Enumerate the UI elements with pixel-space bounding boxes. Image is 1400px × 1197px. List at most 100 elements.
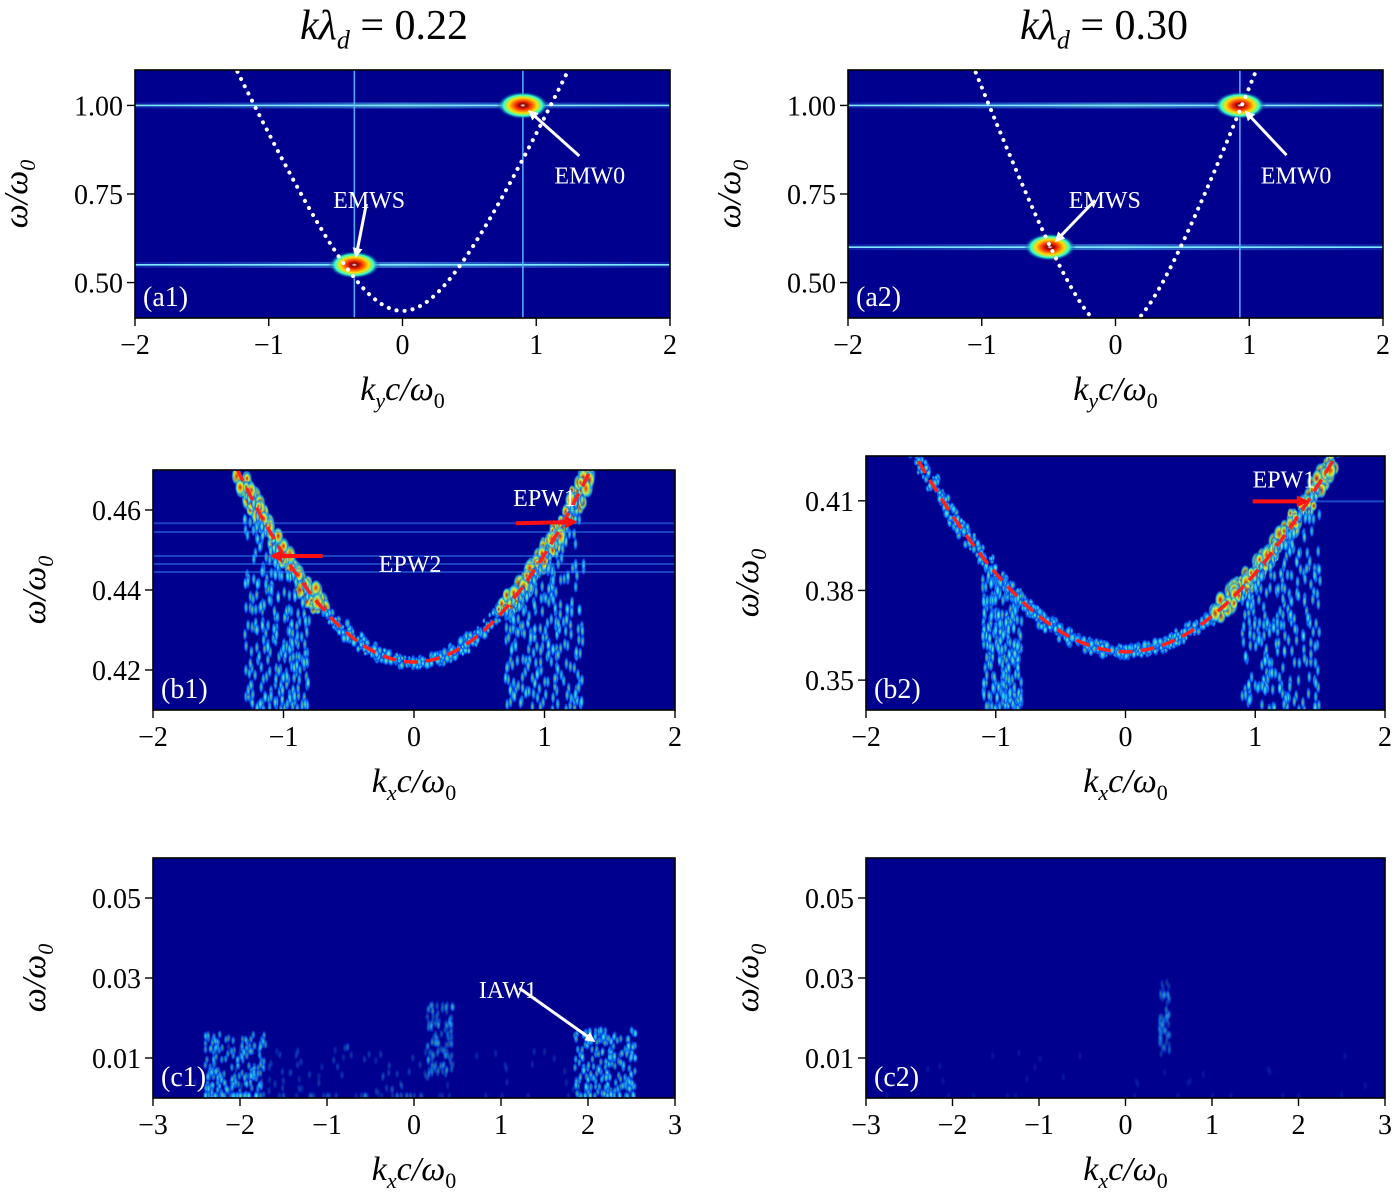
spectral-column-1 [1289, 643, 1295, 658]
spectral-column-1 [1276, 636, 1282, 651]
spectral-column-0 [983, 699, 989, 710]
spectral-speckle [490, 609, 496, 617]
spectral-cloud-0 [229, 1073, 235, 1084]
spectral-speckle [497, 617, 502, 624]
y-axis-label-c1: ω/ω0 [16, 944, 58, 1012]
spectral-column-1 [553, 538, 559, 553]
spectral-cloud-4 [483, 1091, 489, 1098]
spectral-speckle [1195, 626, 1202, 637]
spectral-cloud-3 [434, 1012, 440, 1023]
x-axis-label-c1: kxc/ω0 [372, 1151, 456, 1193]
spectral-cloud-3 [448, 1012, 454, 1023]
spectral-cloud-0 [229, 1062, 235, 1073]
spectral-cloud-1 [613, 1077, 619, 1088]
spectral-cloud-2 [244, 1091, 250, 1098]
spectral-cloud-0 [1157, 1025, 1163, 1036]
spectral-column-0 [995, 583, 1001, 598]
x-tick-label-c2: 1 [1205, 1110, 1219, 1141]
spectral-speckle [1141, 638, 1149, 651]
spectral-cloud-4 [493, 1048, 499, 1059]
title-left-subscript: d [336, 25, 350, 55]
panel-b2: EPW1 (b2) −2 −1 0 1 2 0.35 0.38 0.41 kxc/ω0 ω/ω0 [729, 455, 1392, 805]
y-axis-label-b1: ω/ω0 [16, 556, 58, 624]
spectral-column-0 [985, 620, 991, 635]
spectral-column-0 [281, 585, 287, 600]
spectral-column-1 [570, 561, 576, 576]
spectral-column-1 [1296, 673, 1302, 688]
spectral-column-0 [243, 638, 249, 653]
spectral-column-1 [1275, 581, 1281, 596]
title-right-subscript: d [1056, 25, 1070, 55]
spectral-cloud-1 [940, 1075, 946, 1086]
spectral-column-1 [1267, 560, 1273, 575]
spectral-cloud-4 [274, 1046, 280, 1057]
spectral-column-1 [550, 702, 556, 710]
panel-a2: EMW0 EMWS (a2) −2 −1 0 1 2 0.50 0.75 1.00 kyc/ω0 ω/ω… [711, 69, 1390, 413]
annotation-emw0-a2: EMW0 [1261, 163, 1332, 189]
spectral-cloud-0 [217, 1029, 223, 1040]
spectral-speckle [1181, 637, 1187, 646]
spectral-cloud-0 [230, 1035, 236, 1046]
spectral-column-1 [1312, 700, 1318, 710]
spectral-column-0 [272, 695, 278, 710]
spectral-cloud-1 [599, 1074, 605, 1085]
spectral-cloud-2 [359, 1091, 365, 1098]
annotation-epw2-b1: EPW2 [379, 552, 442, 578]
spectral-cloud-1 [884, 1091, 890, 1098]
spectral-cloud-3 [430, 1005, 436, 1016]
spectral-column-0 [271, 621, 277, 636]
spectral-column-1 [538, 644, 544, 659]
spectral-cloud-0 [212, 1035, 218, 1046]
spectral-cloud-1 [582, 1091, 588, 1098]
spectral-column-1 [1311, 512, 1317, 527]
spectral-cloud-3 [440, 1060, 446, 1071]
spectral-cloud-1 [628, 1052, 634, 1063]
arrow-emws-a2 [1054, 199, 1097, 243]
spectral-column-1 [1317, 573, 1323, 588]
spectral-column-0 [988, 658, 994, 673]
spectral-cloud-4 [213, 1058, 219, 1069]
plot-area-b2 [907, 456, 1385, 710]
panel-label-c2: (c2) [874, 1062, 919, 1093]
spectral-column-1 [532, 622, 538, 637]
x-axis-label-a1: kyc/ω0 [360, 371, 444, 413]
spectral-column-1 [1287, 679, 1293, 694]
spectral-column-1 [1246, 614, 1252, 629]
spectral-cloud-0 [229, 1083, 235, 1094]
spectral-column-1 [1295, 574, 1301, 589]
spectral-column-1 [1308, 577, 1314, 592]
spectral-cloud-4 [294, 1091, 300, 1098]
spectral-column-1 [563, 702, 569, 710]
spectral-cloud-3 [439, 1004, 445, 1015]
spectral-column-1 [545, 637, 551, 652]
spectral-cloud-1 [1187, 1076, 1193, 1087]
spectral-column-1 [1261, 618, 1267, 633]
spectral-column-1 [539, 579, 545, 594]
spectral-column-1 [519, 670, 525, 685]
spectral-cloud-1 [589, 1044, 595, 1055]
spectral-cloud-0 [257, 1042, 263, 1053]
spectral-cloud-3 [443, 1050, 449, 1061]
spectral-column-1 [1312, 656, 1318, 671]
spectral-cloud-1 [971, 1091, 977, 1098]
spectral-column-0 [244, 528, 250, 543]
spectral-column-0 [993, 623, 999, 638]
spectral-cloud-1 [1362, 1080, 1368, 1091]
x-tick-label-b2: 0 [1119, 722, 1133, 753]
spectral-cloud-0 [202, 1044, 208, 1055]
spectral-column-0 [243, 663, 249, 678]
y-tick-label-a1: 0.50 [74, 269, 123, 300]
spectral-speckle [907, 456, 914, 460]
spectral-column-1 [1272, 666, 1278, 681]
spectral-column-1 [1271, 569, 1277, 584]
spectral-column-0 [302, 697, 308, 710]
y-tick-label-b2: 0.35 [805, 666, 854, 697]
spectral-column-1 [546, 561, 552, 576]
spectral-column-1 [1289, 568, 1295, 583]
x-tick-label-a1: −2 [120, 330, 150, 361]
x-tick-label-a1: 1 [529, 330, 543, 361]
spectral-cloud-3 [428, 1021, 434, 1032]
spectral-column-1 [567, 659, 573, 674]
spectral-cloud-0 [246, 1060, 252, 1071]
spectral-column-0 [1007, 686, 1013, 701]
